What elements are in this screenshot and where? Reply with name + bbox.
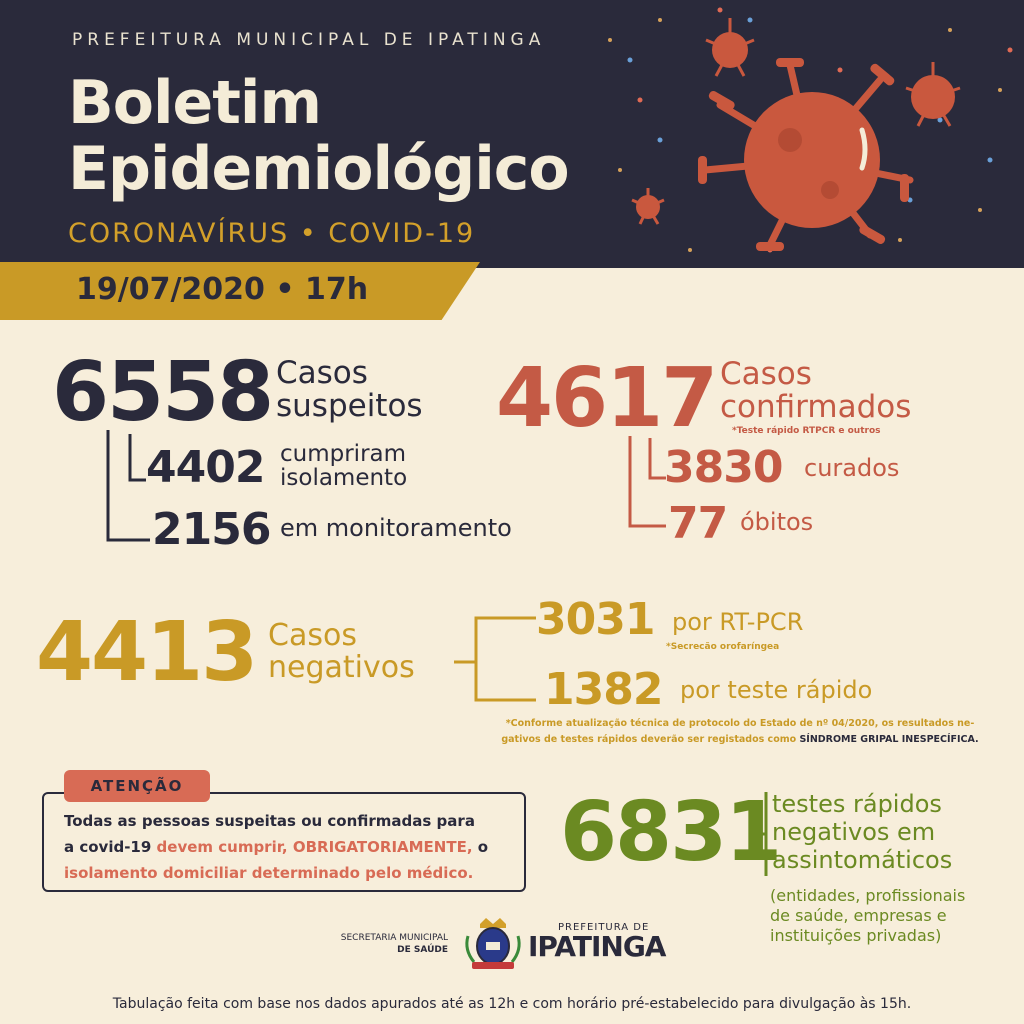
suspected-connector (106, 430, 150, 542)
cured-value: 3830 (664, 442, 783, 493)
negative-label: Casos negativos (268, 620, 415, 683)
rapid-label: por teste rápido (680, 676, 873, 704)
protocol-note-highlight: SÍNDROME GRIPAL INESPECÍFICA. (799, 734, 979, 745)
date-band: 19/07/2020 • 17h (0, 262, 480, 320)
attention-line2-a: a covid-19 (64, 838, 157, 856)
asymptomatic-detail-line1: (entidades, profissionais (770, 886, 966, 905)
confirmed-total: 4617 (496, 351, 718, 446)
asymptomatic-total: 6831 (560, 785, 782, 880)
asymptomatic-label: testes rápidos negativos em assintomátic… (772, 790, 952, 874)
rtpcr-note: *Secrecão orofaríngea (666, 642, 780, 652)
footer-note: Tabulação feita com base nos dados apura… (112, 996, 912, 1012)
protocol-note-line2: gativos de testes rápidos deverão ser re… (470, 732, 1010, 748)
secretaria-logo-text: SECRETARIA MUNICIPAL DE SAÚDE (330, 932, 448, 956)
confirmed-label: Casos confirmados (720, 358, 911, 423)
attention-line2-highlight: devem cumprir, OBRIGATORIAMENTE, (156, 838, 473, 856)
header-banner: PREFEITURA MUNICIPAL DE IPATINGA Boletim… (0, 0, 1024, 268)
attention-tag: ATENÇÃO (64, 770, 210, 802)
attention-line2: a covid-19 devem cumprir, OBRIGATORIAMEN… (64, 834, 514, 860)
negative-label-line1: Casos (268, 618, 357, 653)
organization-name: PREFEITURA MUNICIPAL DE IPATINGA (72, 30, 546, 50)
city-crest-icon (465, 918, 521, 969)
attention-line1: Todas as pessoas suspeitas ou confirmada… (64, 812, 475, 830)
isolation-label-line2: isolamento (280, 465, 408, 492)
suspected-label-line2: suspeitos (276, 387, 423, 424)
asymptomatic-connector (756, 792, 768, 876)
isolation-label: cumpriram isolamento (280, 442, 407, 490)
cured-label: curados (804, 454, 900, 482)
deaths-label: óbitos (740, 508, 814, 536)
rapid-value: 1382 (544, 664, 663, 715)
title-line-2: Epidemiológico (68, 134, 570, 204)
asymptomatic-label-line2: negativos em (772, 818, 936, 846)
monitoring-label: em monitoramento (280, 514, 512, 542)
confirmed-label-line2: confirmados (720, 388, 912, 425)
confirmed-connector (628, 436, 666, 528)
negative-label-line2: negativos (268, 649, 415, 685)
attention-line2-c: o (472, 838, 489, 856)
asymptomatic-label-line3: assintomáticos (772, 846, 953, 874)
attention-line3: isolamento domiciliar determinado pelo m… (64, 864, 474, 882)
asymptomatic-detail: (entidades, profissionais de saúde, empr… (770, 886, 965, 946)
negative-total: 4413 (36, 605, 258, 700)
secretaria-line1: SECRETARIA MUNICIPAL (340, 933, 448, 943)
virus-illustration (608, 7, 1013, 253)
suspected-total: 6558 (52, 345, 274, 440)
rtpcr-label: por RT-PCR (672, 608, 804, 636)
protocol-note: *Conforme atualização técnica de protoco… (470, 716, 1010, 748)
asymptomatic-label-line1: testes rápidos (772, 790, 942, 818)
title-line-1: Boletim (68, 68, 322, 138)
prefeitura-small-text: PREFEITURA DE (558, 922, 650, 933)
confirmed-note: *Teste rápido RTPCR e outros (732, 426, 881, 436)
monitoring-value: 2156 (152, 504, 271, 555)
page-title: Boletim Epidemiológico (68, 68, 570, 204)
prefeitura-logo-text: IPATINGA (528, 930, 666, 963)
suspected-label: Casos suspeitos (276, 357, 423, 422)
suspected-label-line1: Casos (276, 355, 368, 391)
negative-connector (454, 616, 536, 702)
attention-box (42, 792, 526, 892)
isolation-value: 4402 (146, 442, 265, 493)
secretaria-line2: DE SAÚDE (397, 945, 448, 955)
bulletin-date: 19/07/2020 • 17h (76, 272, 369, 307)
rtpcr-value: 3031 (536, 594, 655, 645)
deaths-value: 77 (668, 498, 728, 549)
isolation-label-line1: cumpriram (280, 441, 407, 467)
protocol-note-line2-text: gativos de testes rápidos deverão ser re… (501, 734, 800, 745)
asymptomatic-detail-line3: instituições privadas) (770, 926, 942, 945)
attention-text: Todas as pessoas suspeitas ou confirmada… (64, 808, 514, 886)
protocol-note-line1: *Conforme atualização técnica de protoco… (505, 718, 975, 729)
confirmed-label-line1: Casos (720, 356, 812, 392)
page-subtitle: CORONAVÍRUS • COVID-19 (68, 218, 476, 249)
asymptomatic-detail-line2: de saúde, empresas e (770, 906, 947, 925)
